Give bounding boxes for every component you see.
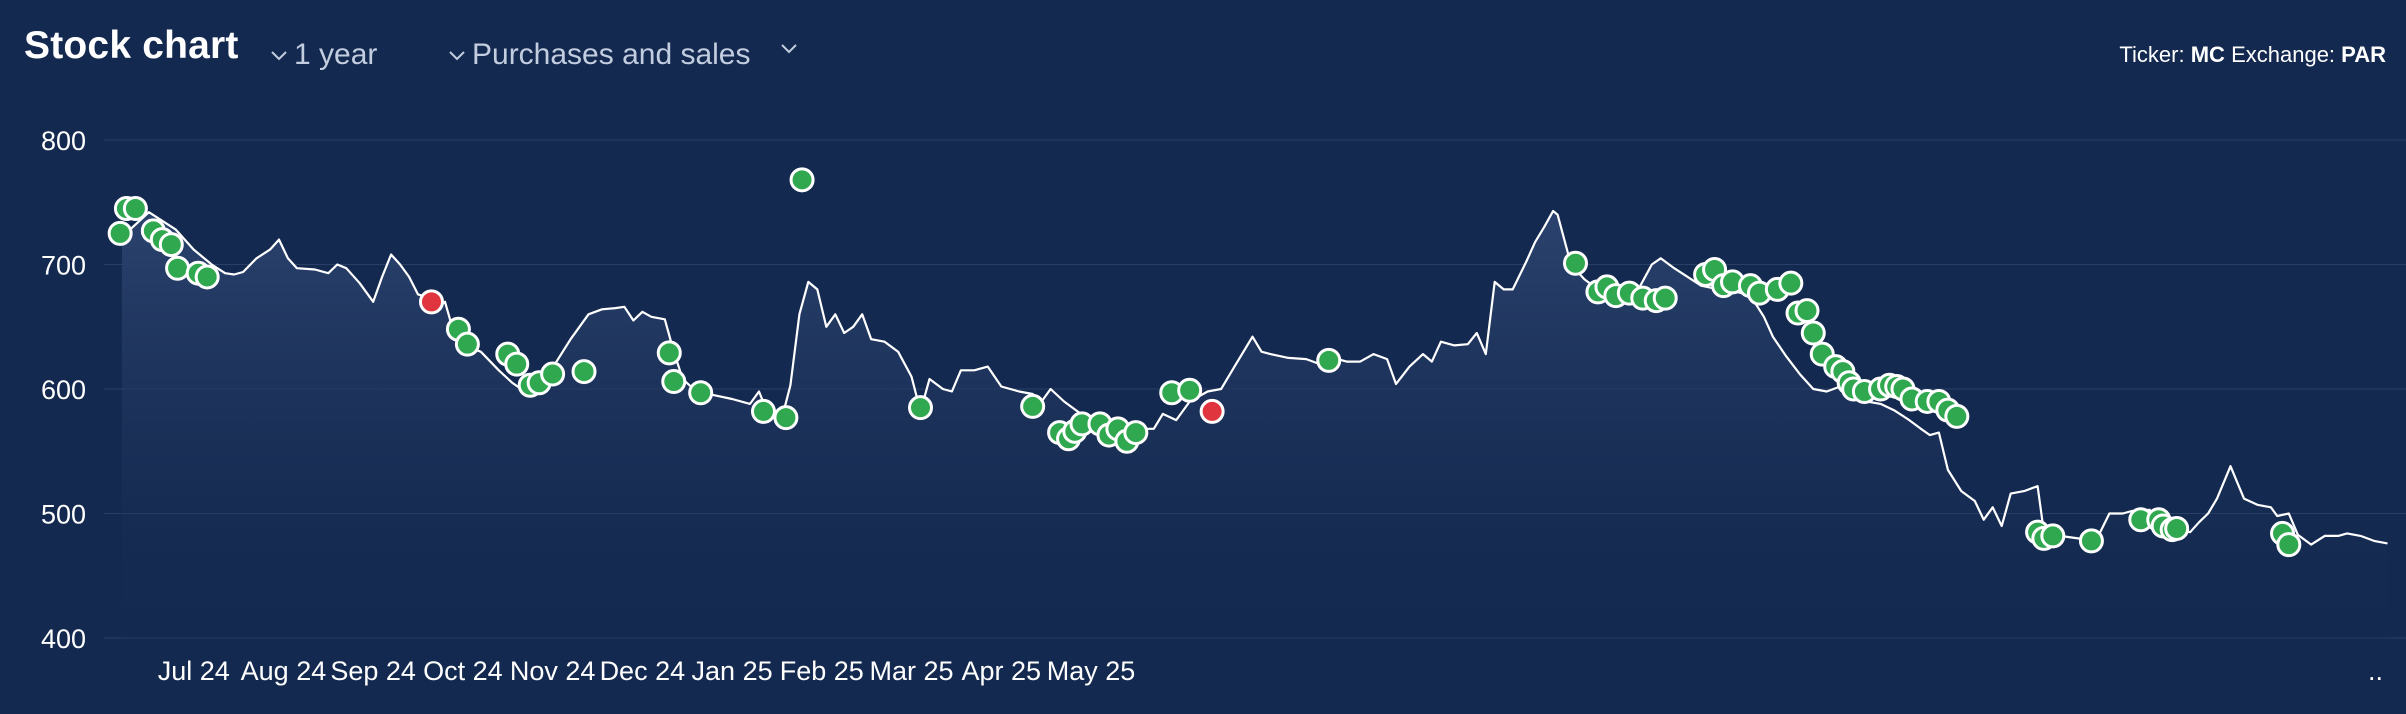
- purchase-marker: [1177, 377, 1203, 403]
- options-dropdown[interactable]: [780, 42, 804, 54]
- y-tick-label: 700: [41, 251, 86, 281]
- purchase-marker: [908, 395, 934, 421]
- x-tick-label: Mar 25: [870, 656, 954, 686]
- purchase-marker: [750, 398, 776, 424]
- purchase-marker: [165, 255, 191, 281]
- transactions-dropdown-label: Purchases and sales: [472, 38, 751, 71]
- y-axis-ticks: 400 500 600 700 800: [41, 126, 86, 654]
- purchase-marker: [789, 167, 815, 193]
- y-tick-label: 800: [41, 126, 86, 156]
- price-area: [121, 211, 2388, 638]
- x-tick-label: Feb 25: [780, 656, 864, 686]
- ticker-value: MC: [2190, 42, 2225, 67]
- x-tick-label: Dec 24: [600, 656, 686, 686]
- x-tick-label: Nov 24: [510, 656, 596, 686]
- range-dropdown[interactable]: 1 year: [270, 38, 377, 72]
- x-tick-label: Apr 25: [961, 656, 1041, 686]
- purchase-marker: [1794, 298, 1820, 324]
- purchase-marker: [571, 359, 597, 385]
- y-tick-label: 500: [41, 500, 86, 530]
- exchange-value: PAR: [2341, 42, 2386, 67]
- ticker-label: Ticker:: [2119, 42, 2185, 67]
- x-tick-label: ..: [2368, 656, 2383, 686]
- sale-markers: [418, 289, 1225, 424]
- purchase-marker: [194, 264, 220, 290]
- purchase-marker: [2040, 523, 2066, 549]
- price-line: [121, 209, 2388, 546]
- range-dropdown-label: 1 year: [294, 38, 378, 71]
- purchase-marker: [1316, 347, 1342, 373]
- purchase-marker: [107, 220, 133, 246]
- y-tick-label: 600: [41, 375, 86, 405]
- x-tick-label: Sep 24: [330, 656, 416, 686]
- purchase-marker: [688, 380, 714, 406]
- purchase-marker: [773, 405, 799, 431]
- purchase-marker: [504, 351, 530, 377]
- purchase-marker: [1123, 420, 1149, 446]
- x-tick-label: May 25: [1047, 656, 1136, 686]
- purchase-marker: [661, 369, 687, 395]
- x-tick-label: Jan 25: [692, 656, 773, 686]
- purchase-marker: [1020, 393, 1046, 419]
- sale-marker: [1199, 398, 1225, 424]
- ticker-info: Ticker: MC Exchange: PAR: [2119, 42, 2386, 68]
- purchase-markers: [107, 167, 2302, 558]
- purchase-marker: [158, 232, 184, 258]
- purchase-marker: [540, 361, 566, 387]
- x-tick-label: Jul 24: [158, 656, 230, 686]
- purchase-marker: [2078, 528, 2104, 554]
- chevron-down-icon: [449, 51, 465, 61]
- purchase-marker: [1800, 320, 1826, 346]
- purchase-marker: [1944, 403, 1970, 429]
- x-tick-label: Oct 24: [423, 656, 503, 686]
- chevron-down-icon: [781, 44, 797, 54]
- sale-marker: [418, 289, 444, 315]
- purchase-marker: [122, 195, 148, 221]
- exchange-label: Exchange:: [2231, 42, 2336, 67]
- transactions-dropdown[interactable]: Purchases and sales: [448, 38, 751, 72]
- chevron-down-icon: [271, 51, 287, 61]
- y-tick-label: 400: [41, 624, 86, 654]
- purchase-marker: [2164, 515, 2190, 541]
- x-tick-label: Aug 24: [241, 656, 327, 686]
- page-title: Stock chart: [24, 24, 239, 67]
- chart-header: Stock chart 1 year Purchases and sales T…: [0, 0, 2406, 110]
- purchase-marker: [1562, 250, 1588, 276]
- purchase-marker: [1652, 285, 1678, 311]
- purchase-marker: [454, 331, 480, 357]
- purchase-marker: [656, 340, 682, 366]
- purchase-marker: [2276, 532, 2302, 558]
- x-axis-ticks: Jul 24 Aug 24 Sep 24 Oct 24 Nov 24 Dec 24 Jan …: [158, 656, 2383, 686]
- purchase-marker: [1778, 270, 1804, 296]
